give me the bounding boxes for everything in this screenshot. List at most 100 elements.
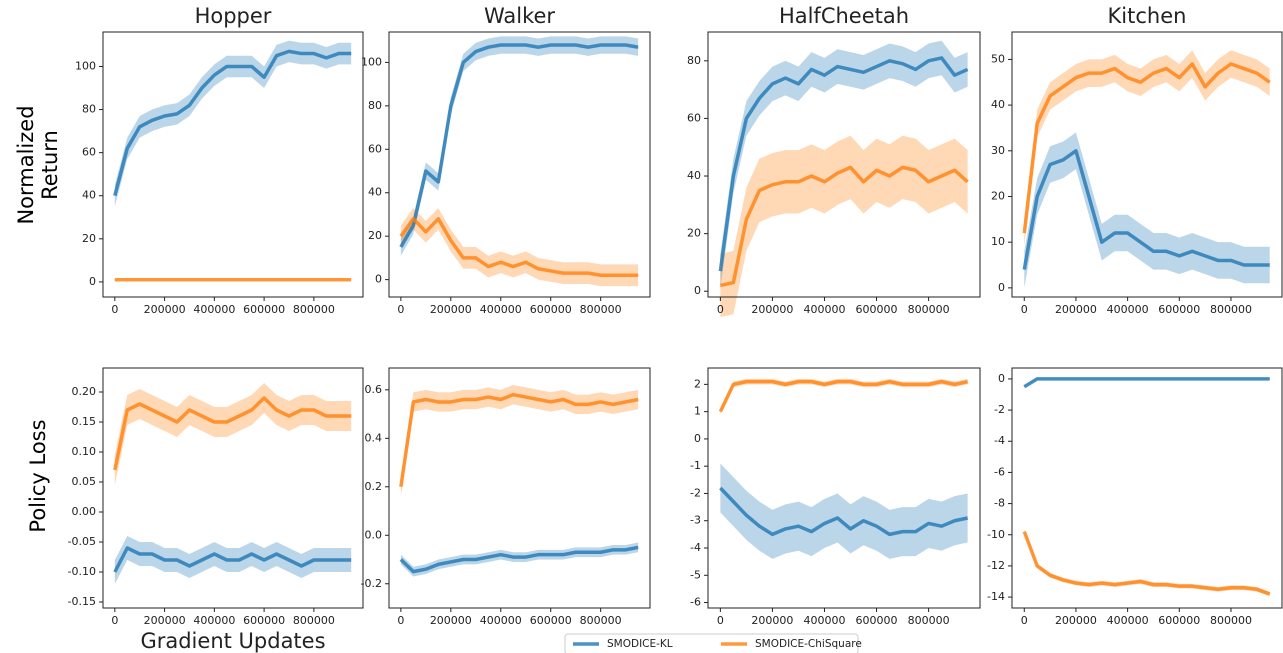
line [718, 56, 969, 272]
x-tick-label: 0 [1021, 303, 1028, 316]
y-tick-label: 100 [361, 55, 382, 68]
band [400, 384, 639, 497]
legend-box [564, 633, 859, 653]
x-tick-label: 200000 [1055, 303, 1097, 316]
subplot-title: Kitchen [1108, 4, 1187, 28]
x-tick-label: 400000 [803, 614, 845, 627]
y-tick-label: 0.05 [72, 475, 97, 488]
x-tick-label: 600000 [243, 303, 285, 316]
y-tick-label: 20 [368, 229, 382, 242]
line [718, 379, 968, 413]
y-tick-label: 20 [991, 189, 1005, 202]
x-tick-label: 200000 [1055, 614, 1097, 627]
x-tick-label: 200000 [751, 614, 793, 627]
band [400, 207, 639, 287]
x-tick-label: 400000 [1107, 303, 1149, 316]
x-tick-label: 400000 [193, 303, 235, 316]
y-tick-label: -4 [690, 541, 701, 554]
y-tick-label: 0 [89, 275, 96, 288]
y-tick-label: -14 [987, 590, 1005, 603]
y-tick-label: 50 [991, 52, 1005, 65]
x-tick-label: 0 [397, 614, 404, 627]
line [399, 43, 639, 248]
y-tick-label: -2 [994, 403, 1005, 416]
y-tick-label: 0.0 [365, 528, 383, 541]
y-tick-label: 0 [694, 284, 701, 297]
y-tick-label: 0.4 [365, 431, 383, 444]
line [399, 392, 639, 488]
x-tick-label: 200000 [751, 303, 793, 316]
axes-frame [1011, 31, 1283, 298]
y-tick-label: 0.2 [365, 480, 383, 493]
x-tick-label: 200000 [430, 303, 472, 316]
x-tick-label: 800000 [1210, 303, 1252, 316]
y-tick-label: 0 [998, 372, 1005, 385]
plot-area [708, 32, 980, 297]
x-tick-label: 0 [717, 614, 724, 627]
x-tick-label: 800000 [580, 614, 622, 627]
x-axis-label: Gradient Updates [140, 629, 325, 653]
y-tick-label: 0.20 [72, 385, 97, 398]
y-tick-label: 0 [998, 281, 1005, 294]
x-tick-label: 400000 [803, 303, 845, 316]
x-tick-label: 600000 [530, 614, 572, 627]
subplot-title: Walker [484, 4, 555, 28]
y-tick-label: -0.10 [68, 565, 96, 578]
x-tick-label: 200000 [430, 614, 472, 627]
axes-frame [102, 31, 364, 298]
line [113, 49, 352, 197]
plot-area [1012, 368, 1282, 608]
y-tick-label: -12 [987, 559, 1005, 572]
y-tick-label: -1 [690, 459, 701, 472]
y-tick-label: 60 [687, 111, 701, 124]
y-tick-label: 0 [694, 432, 701, 445]
y-tick-label: 100 [75, 59, 96, 72]
y-tick-label: -0.2 [361, 577, 382, 590]
y-tick-label: -6 [690, 596, 701, 609]
x-tick-label: 400000 [480, 303, 522, 316]
y-tick-label: -3 [690, 514, 701, 527]
band [720, 463, 968, 559]
axes-frame [388, 367, 651, 609]
y-tick-label: -0.15 [68, 595, 96, 608]
y-tick-label: 80 [82, 103, 96, 116]
y-tick-label: -4 [994, 434, 1005, 447]
x-tick-label: 600000 [530, 303, 572, 316]
y-tick-label: 0.00 [72, 505, 97, 518]
x-tick-label: 600000 [1158, 303, 1200, 316]
x-tick-label: 600000 [856, 303, 898, 316]
band [114, 383, 352, 485]
y-tick-label: -0.05 [68, 535, 96, 548]
band [1024, 132, 1270, 288]
y-tick-label: 1 [694, 405, 701, 418]
axes-frame [388, 31, 651, 298]
y-tick-label: 80 [368, 99, 382, 112]
line [719, 486, 968, 537]
line [1022, 531, 1271, 596]
y-tick-label: 0.6 [365, 383, 383, 396]
line [719, 165, 969, 288]
axes-frame [707, 367, 981, 609]
y-tick-label: 0 [375, 273, 382, 286]
y-tick-label: 2 [694, 377, 701, 390]
plot-area [103, 32, 363, 297]
y-tick-label: -5 [690, 568, 701, 581]
x-tick-label: 800000 [293, 614, 335, 627]
x-tick-label: 200000 [144, 303, 186, 316]
y-tick-label: 20 [82, 232, 96, 245]
y-tick-label: 0.15 [72, 415, 97, 428]
x-tick-label: 600000 [1158, 614, 1200, 627]
line [1022, 149, 1270, 270]
y-tick-label: 60 [368, 142, 382, 155]
legend-label: SMODICE-KL [607, 638, 673, 650]
x-tick-label: 400000 [193, 614, 235, 627]
x-tick-label: 600000 [243, 614, 285, 627]
x-tick-label: 800000 [908, 303, 950, 316]
line [399, 217, 639, 278]
legend-label: SMODICE-ChiSquare [755, 638, 862, 650]
y-tick-label: -10 [987, 528, 1005, 541]
x-tick-label: 400000 [1107, 614, 1149, 627]
plot-area [389, 32, 650, 297]
y-axis-label: Policy Loss [26, 419, 50, 533]
